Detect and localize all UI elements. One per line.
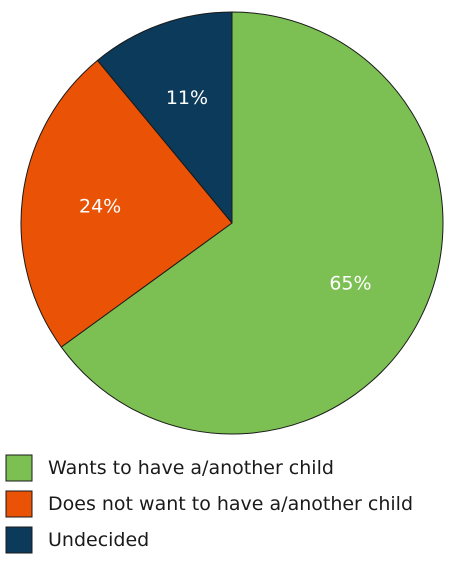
slice-value-label: 24% [79, 195, 121, 217]
legend: Wants to have a/another child Does not wa… [5, 454, 413, 554]
legend-label: Does not want to have a/another child [48, 493, 413, 515]
legend-swatch [5, 454, 33, 482]
pie-slice-labels: 65% 24% 11% [79, 87, 372, 294]
pie-slices [20, 11, 444, 435]
legend-swatch [5, 526, 33, 554]
slice-value-label: 65% [329, 272, 371, 294]
legend-label: Undecided [48, 529, 149, 551]
pie-slice [97, 11, 233, 224]
pie-slice [60, 11, 444, 435]
legend-swatch [5, 490, 33, 518]
pie-slice [20, 59, 233, 348]
slice-value-label: 11% [166, 87, 208, 109]
legend-label: Wants to have a/another child [48, 457, 334, 479]
